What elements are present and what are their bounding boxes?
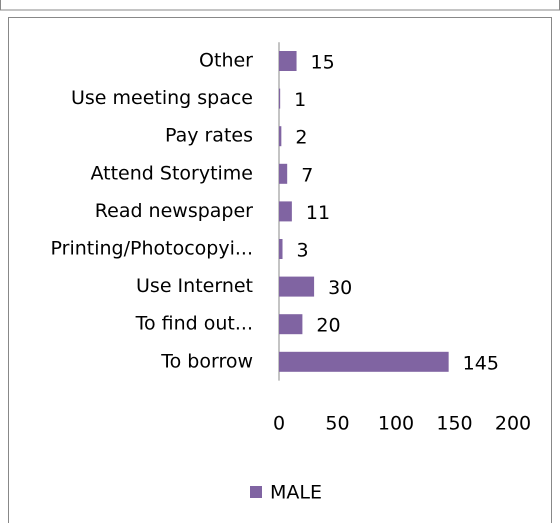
bar bbox=[279, 163, 288, 184]
legend-swatch bbox=[250, 486, 262, 498]
y-tick-label: Other bbox=[199, 50, 253, 72]
value-label: 7 bbox=[301, 164, 313, 186]
value-label: 15 bbox=[311, 52, 335, 74]
value-label: 2 bbox=[295, 127, 307, 149]
value-label: 20 bbox=[316, 315, 340, 337]
bar bbox=[279, 51, 297, 71]
y-tick-label: Use meeting space bbox=[71, 87, 253, 109]
bar bbox=[279, 126, 282, 147]
y-tick-label: Pay rates bbox=[165, 125, 253, 147]
y-tick-label: To find out... bbox=[135, 313, 253, 335]
value-label: 11 bbox=[306, 202, 330, 224]
bar bbox=[279, 88, 281, 109]
x-tick-label: 0 bbox=[273, 413, 285, 435]
value-label: 30 bbox=[328, 277, 352, 299]
bar bbox=[279, 201, 292, 222]
x-tick-label: 50 bbox=[325, 413, 349, 435]
value-label: 1 bbox=[294, 89, 306, 111]
y-tick-label: Use Internet bbox=[136, 275, 253, 297]
bar bbox=[279, 314, 303, 335]
y-tick-label: To borrow bbox=[160, 350, 253, 372]
bar bbox=[279, 276, 315, 297]
x-tick-label: 200 bbox=[495, 413, 531, 435]
x-tick-label: 150 bbox=[436, 413, 472, 435]
y-tick-label: Printing/Photocopyi... bbox=[51, 238, 253, 260]
y-tick-label: Read newspaper bbox=[95, 200, 253, 222]
upper-panel-edge bbox=[0, 0, 560, 11]
x-tick-label: 100 bbox=[378, 413, 414, 435]
y-tick-label: Attend Storytime bbox=[90, 162, 253, 184]
bar bbox=[279, 351, 449, 372]
value-label: 3 bbox=[297, 240, 309, 262]
value-label: 145 bbox=[463, 352, 499, 374]
bar bbox=[279, 239, 283, 259]
legend-label: MALE bbox=[270, 482, 322, 504]
